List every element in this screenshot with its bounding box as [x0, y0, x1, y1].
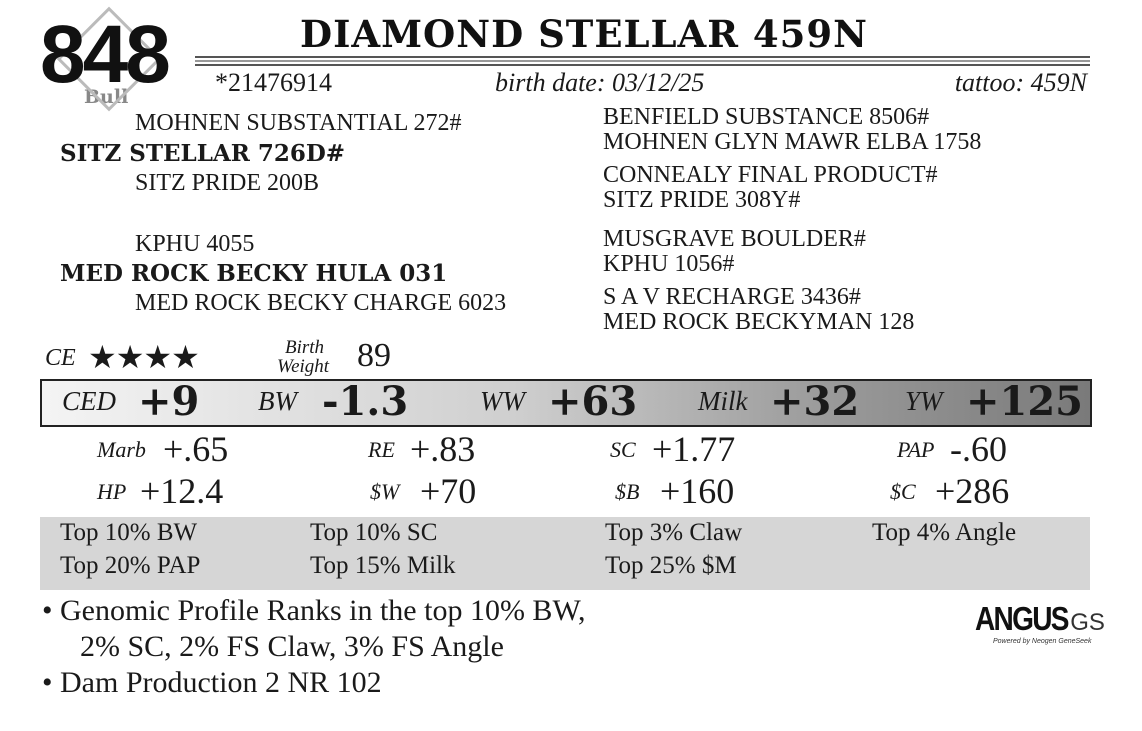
stat-label: Marb: [97, 437, 146, 462]
stat-value: +1.77: [652, 429, 736, 469]
stat-label: HP: [97, 479, 127, 504]
epd-value-ced: +9: [138, 378, 200, 425]
animal-name: DIAMOND STELLAR 459N: [300, 12, 868, 56]
dam: MED ROCK BECKY HULA 031: [60, 260, 448, 287]
epd-label-ced: CED: [62, 386, 116, 416]
epd-bar: [40, 379, 1092, 427]
epd-value-yw: +125: [966, 378, 1084, 425]
ranks-box: [40, 517, 1090, 590]
pedigree-ancestor: MUSGRAVE BOULDER#: [603, 226, 866, 252]
pedigree-ancestor: BENFIELD SUBSTANCE 8506#: [603, 104, 930, 130]
epd-label-ww: WW: [480, 386, 525, 416]
stat-label: $C: [890, 479, 916, 504]
divider: [195, 64, 1090, 66]
stat-value: +12.4: [140, 471, 224, 511]
note: 2% SC, 2% FS Claw, 3% FS Angle: [80, 630, 504, 663]
lot-number: 848: [40, 9, 171, 100]
stat-label: RE: [368, 437, 395, 462]
rank-item: Top 4% Angle: [872, 519, 1017, 546]
pedigree-ancestor: SITZ PRIDE 308Y#: [603, 187, 801, 213]
rank-item: Top 10% BW: [60, 519, 198, 546]
stat-value: +.83: [410, 429, 476, 469]
bw-label: Weight: [277, 356, 330, 377]
dam-dam: MED ROCK BECKY CHARGE 6023: [135, 290, 507, 316]
birth-date: birth date: 03/12/25: [495, 68, 705, 97]
stat-value: -.60: [950, 429, 1007, 469]
epd-label-yw: YW: [905, 386, 943, 416]
note: • Dam Production 2 NR 102: [42, 666, 382, 699]
sex-label: Bull: [84, 86, 129, 108]
pedigree-ancestor: S A V RECHARGE 3436#: [603, 284, 861, 310]
epd-value-ww: +63: [548, 378, 638, 425]
rank-item: Top 15% Milk: [310, 552, 456, 579]
rank-item: Top 20% PAP: [60, 552, 201, 579]
registration-number: *21476914: [215, 68, 332, 97]
pedigree-ancestor: MOHNEN GLYN MAWR ELBA 1758: [603, 129, 982, 155]
divider: [195, 60, 1090, 62]
sire-dam: SITZ PRIDE 200B: [135, 170, 320, 196]
rank-item: Top 3% Claw: [605, 519, 743, 546]
rank-item: Top 10% SC: [310, 519, 438, 546]
dam-sire: KPHU 4055: [135, 231, 255, 257]
stat-label: $W: [370, 479, 400, 504]
stat-value: +160: [660, 471, 735, 511]
ce-label: CE: [45, 345, 76, 371]
pedigree-ancestor: MED ROCK BECKYMAN 128: [603, 309, 915, 335]
stat-label: $B: [615, 479, 640, 504]
epd-label-milk: Milk: [698, 386, 748, 416]
epd-label-bw: BW: [258, 386, 297, 416]
pedigree-ancestor: CONNEALY FINAL PRODUCT#: [603, 162, 938, 188]
epd-value-milk: +32: [770, 378, 860, 425]
rank-item: Top 25% $M: [605, 552, 737, 579]
note: • Genomic Profile Ranks in the top 10% B…: [42, 594, 586, 627]
divider: [195, 56, 1090, 58]
stat-value: +286: [935, 471, 1010, 511]
stat-value: +.65: [163, 429, 229, 469]
epd-value-bw: -1.3: [322, 378, 409, 425]
logo-suffix: GS: [1070, 609, 1105, 636]
ce-stars-icon: ★★★★: [88, 338, 200, 376]
birth-weight: 89: [357, 337, 391, 374]
tattoo: tattoo: 459N: [954, 68, 1087, 97]
angus-gs-logo: ANGUSGS Powered by Neogen GeneSeek: [975, 600, 1105, 645]
stat-label: SC: [610, 437, 636, 462]
bw-label: Birth: [285, 337, 325, 358]
stat-label: PAP: [897, 437, 935, 462]
sire-sire: MOHNEN SUBSTANTIAL 272#: [135, 110, 462, 136]
stat-value: +70: [420, 471, 477, 511]
logo-tagline: Powered by Neogen GeneSeek: [993, 638, 1092, 645]
logo-main: ANGUS: [975, 600, 1070, 637]
pedigree-ancestor: KPHU 1056#: [603, 251, 735, 277]
sire: SITZ STELLAR 726D#: [60, 140, 346, 167]
